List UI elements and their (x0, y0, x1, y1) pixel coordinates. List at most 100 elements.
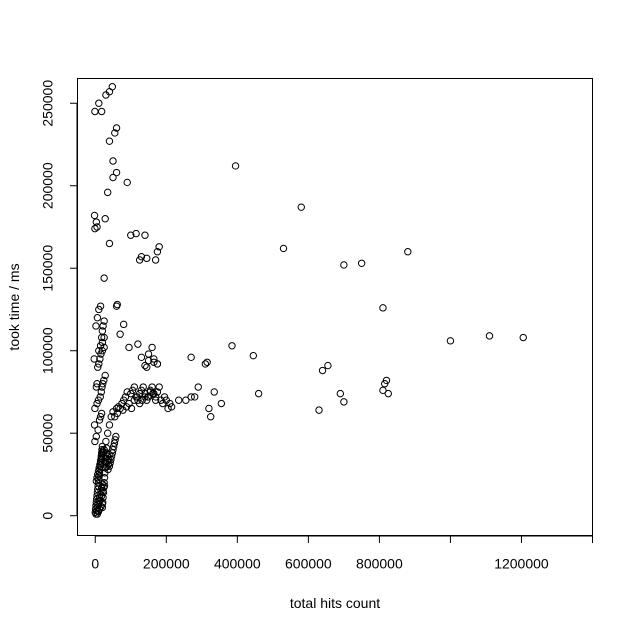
data-point (100, 376, 108, 385)
data-point (121, 393, 130, 401)
data-point (148, 343, 156, 352)
data-point (98, 450, 106, 459)
y-tick-label: 200000 (40, 162, 56, 209)
data-point (201, 360, 210, 368)
x-axis: 0 200000 400000 600000 800000 1200000 (91, 535, 593, 572)
data-point (107, 413, 115, 421)
data-point (96, 413, 105, 421)
data-point (187, 393, 195, 401)
data-point (95, 99, 103, 107)
data-point (130, 383, 139, 391)
data-point (100, 317, 108, 325)
data-point (127, 231, 135, 239)
data-point (95, 416, 104, 424)
data-point (485, 332, 494, 340)
data-point (97, 107, 106, 116)
data-point (150, 358, 158, 366)
plot-frame (77, 78, 593, 536)
data-point (108, 83, 117, 91)
data-point (315, 406, 323, 414)
data-point (96, 497, 104, 505)
data-point (153, 360, 162, 368)
data-point (153, 388, 162, 396)
data-point (297, 203, 305, 211)
data-point (99, 449, 107, 457)
data-point (92, 218, 101, 226)
data-point (105, 421, 114, 429)
data-point (139, 383, 147, 391)
data-point (94, 426, 102, 434)
data-point (155, 383, 163, 391)
data-point (100, 482, 109, 490)
y-tick-label: 150000 (40, 245, 56, 292)
data-point (116, 330, 124, 338)
data-point (100, 274, 108, 282)
data-point (194, 383, 202, 391)
data-point (96, 355, 104, 363)
data-point (90, 211, 99, 220)
y-tick-label: 100000 (40, 327, 56, 374)
data-point (153, 248, 162, 256)
data-point (228, 342, 236, 350)
data-point (340, 398, 348, 406)
data-point (112, 124, 121, 132)
data-point (91, 404, 99, 413)
data-point (324, 361, 332, 370)
data-point (96, 342, 105, 350)
data-point (91, 437, 99, 446)
data-point (141, 361, 149, 370)
data-point (151, 396, 160, 404)
data-point (141, 231, 149, 239)
x-tick-label: 600000 (285, 556, 332, 572)
data-point (279, 244, 288, 253)
data-point (151, 256, 160, 264)
data-point (113, 300, 121, 309)
data-point (101, 215, 109, 223)
y-axis: 0 50000 100000 150000 200000 250000 (40, 80, 78, 520)
data-point (205, 404, 213, 413)
data-point (150, 355, 158, 363)
data-point (191, 393, 199, 401)
data-point (249, 351, 258, 360)
data-point (111, 436, 119, 444)
data-point (103, 429, 112, 437)
data-point (112, 432, 120, 441)
data-point (382, 376, 391, 385)
data-point (109, 157, 117, 165)
data-point (167, 403, 176, 411)
x-axis-title: total hits count (290, 595, 380, 611)
data-point (102, 437, 110, 446)
data-point (93, 399, 101, 408)
y-tick-label: 0 (40, 512, 56, 520)
data-point (93, 223, 101, 231)
data-point (97, 388, 105, 396)
data-point (100, 333, 108, 342)
data-point (112, 168, 121, 177)
x-tick-label: 800000 (356, 556, 403, 572)
data-point (336, 389, 345, 398)
data-point (92, 322, 100, 330)
data-point (210, 388, 218, 396)
data-point (92, 383, 101, 391)
x-tick-label: 0 (91, 556, 99, 572)
data-point (379, 304, 387, 312)
data-point (99, 380, 107, 388)
data-point (100, 343, 108, 352)
data-point (446, 337, 455, 345)
data-point (105, 137, 114, 145)
x-tick-label: 1200000 (494, 556, 549, 572)
data-point (94, 363, 102, 371)
data-point (357, 259, 366, 267)
data-points (90, 83, 527, 518)
data-point (143, 363, 151, 371)
data-point (91, 224, 99, 233)
data-point (90, 355, 98, 363)
x-tick-label: 200000 (143, 556, 190, 572)
data-point (151, 393, 160, 401)
data-point (127, 404, 136, 413)
data-point (97, 492, 106, 500)
data-point (384, 389, 392, 398)
data-point (109, 173, 117, 182)
data-point (100, 474, 109, 482)
data-point (93, 314, 102, 322)
